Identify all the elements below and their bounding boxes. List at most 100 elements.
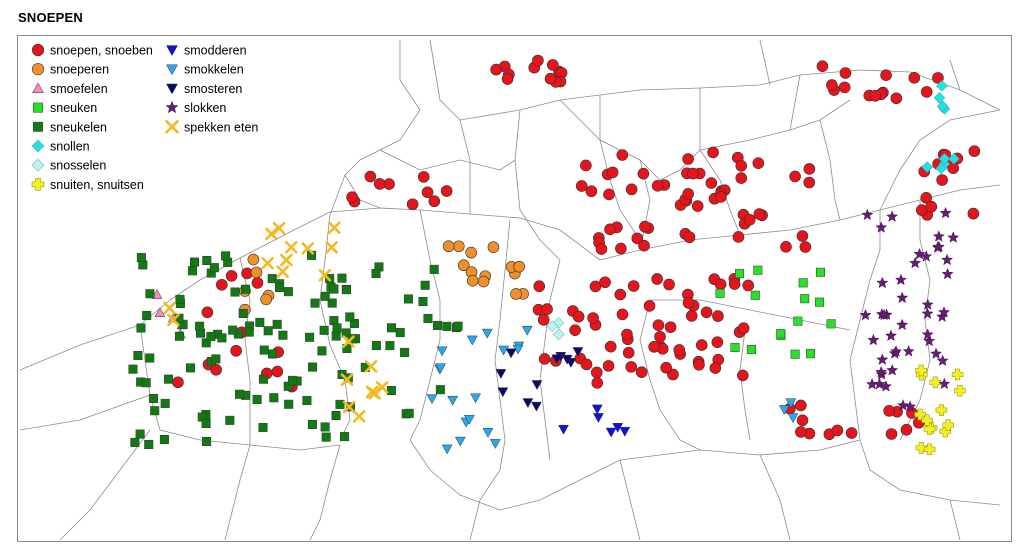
marker-purple-star: [894, 273, 907, 286]
marker-light-cyan-diamond: [546, 320, 559, 332]
marker-cyan-diamond: [938, 152, 951, 165]
marker-dark-green-square: [175, 294, 185, 304]
marker-purple-star: [936, 354, 949, 366]
marker-dark-green-square: [244, 327, 254, 337]
marker-yellow-cross: [942, 419, 954, 431]
marker-dark-green-square: [331, 411, 341, 421]
marker-blue-triangle-down: [619, 426, 631, 437]
marker-orange-circle: [513, 260, 526, 273]
marker-red-circle: [569, 324, 581, 336]
marker-light-green-square: [798, 278, 808, 288]
marker-red-circle: [752, 157, 765, 169]
marker-navy-triangle-down: [505, 348, 517, 359]
marker-orange-x: [325, 241, 338, 254]
marker-red-circle: [936, 174, 948, 186]
marker-red-circle: [215, 278, 228, 291]
red-circle-icon: [31, 43, 45, 57]
marker-purple-star: [876, 353, 889, 365]
marker-red-circle: [589, 280, 602, 293]
marker-red-circle: [712, 310, 724, 322]
marker-purple-star: [867, 333, 880, 346]
marker-red-circle: [687, 167, 699, 180]
marker-red-circle: [604, 223, 616, 236]
marker-cyan-diamond: [921, 161, 934, 173]
marker-dark-green-square: [150, 406, 160, 416]
marker-red-circle: [627, 280, 640, 292]
marker-sky-blue-triangle-down: [466, 335, 478, 346]
marker-dark-green-square: [442, 321, 452, 331]
marker-red-circle: [643, 300, 656, 312]
marker-orange-circle: [452, 240, 465, 253]
marker-sky-blue-triangle-down: [463, 415, 475, 425]
marker-dark-green-square: [195, 321, 205, 331]
marker-dark-green-square: [241, 284, 251, 294]
dark-green-square-icon: [33, 121, 43, 132]
marker-purple-star: [897, 399, 910, 411]
marker-dark-green-square: [136, 253, 146, 263]
marker-orange-x: [265, 227, 278, 241]
marker-orange-circle: [247, 253, 260, 266]
marker-red-circle: [742, 279, 755, 292]
marker-red-circle: [693, 358, 705, 371]
marker-red-circle: [737, 322, 750, 335]
legend-label: snollen: [50, 140, 90, 154]
marker-purple-star: [932, 240, 945, 253]
marker-red-circle: [714, 278, 727, 291]
marker-cyan-diamond: [948, 152, 960, 165]
marker-sky-blue-triangle-down: [521, 325, 533, 336]
marker-red-circle: [406, 198, 419, 211]
marker-dark-green-square: [332, 323, 342, 333]
marker-red-circle: [631, 232, 644, 245]
marker-red-circle: [538, 353, 551, 365]
legend-label: smosteren: [184, 82, 242, 96]
marker-red-circle: [490, 63, 502, 76]
legend-item-snosselen: snosselen: [31, 159, 106, 173]
purple-star-icon: [165, 100, 179, 114]
marker-purple-star: [896, 291, 909, 304]
marker-light-green-square: [800, 294, 810, 304]
marker-purple-star: [941, 267, 954, 280]
marker-dark-green-square: [201, 419, 211, 429]
marker-red-circle: [735, 159, 748, 172]
marker-light-green-square: [826, 319, 836, 329]
marker-cyan-diamond: [936, 100, 949, 113]
marker-sky-blue-triangle-down: [435, 363, 446, 374]
marker-yellow-cross: [935, 404, 948, 416]
marker-dark-green-square: [404, 408, 414, 418]
marker-dark-green-square: [321, 432, 331, 442]
marker-red-circle: [664, 321, 677, 333]
marker-dark-green-square: [335, 399, 345, 409]
marker-red-circle: [673, 344, 686, 356]
marker-red-circle: [602, 360, 615, 372]
marker-red-circle: [622, 346, 635, 359]
marker-red-circle: [501, 73, 514, 85]
legend-item-sneuken: sneuken: [33, 101, 97, 115]
marker-red-circle: [709, 362, 722, 374]
marker-purple-star: [902, 345, 915, 357]
marker-purple-star: [938, 377, 951, 390]
marker-red-circle: [737, 369, 749, 382]
marker-yellow-cross: [915, 364, 927, 377]
marker-red-circle: [625, 361, 638, 373]
marker-dark-green-square: [201, 338, 211, 348]
marker-red-circle: [210, 363, 222, 376]
marker-red-circle: [639, 220, 651, 233]
marker-red-circle: [831, 424, 844, 437]
marker-dark-green-square: [133, 351, 143, 361]
marker-red-circle: [683, 231, 696, 244]
marker-dark-green-square: [341, 285, 351, 295]
marker-red-circle: [685, 310, 698, 322]
marker-red-circle: [580, 159, 592, 172]
marker-light-green-square: [753, 265, 763, 275]
marker-dark-green-square: [329, 284, 339, 294]
marker-red-circle: [715, 191, 727, 203]
marker-dark-green-square: [386, 323, 396, 333]
marker-dark-green-square: [202, 437, 212, 447]
marker-blue-triangle-down: [593, 413, 604, 423]
legend-label: smoefelen: [50, 82, 108, 96]
light-green-square-icon: [33, 102, 43, 113]
marker-red-circle: [580, 358, 593, 371]
marker-dark-green-square: [187, 266, 197, 276]
marker-dark-green-square: [268, 349, 278, 359]
marker-red-circle: [651, 273, 663, 285]
